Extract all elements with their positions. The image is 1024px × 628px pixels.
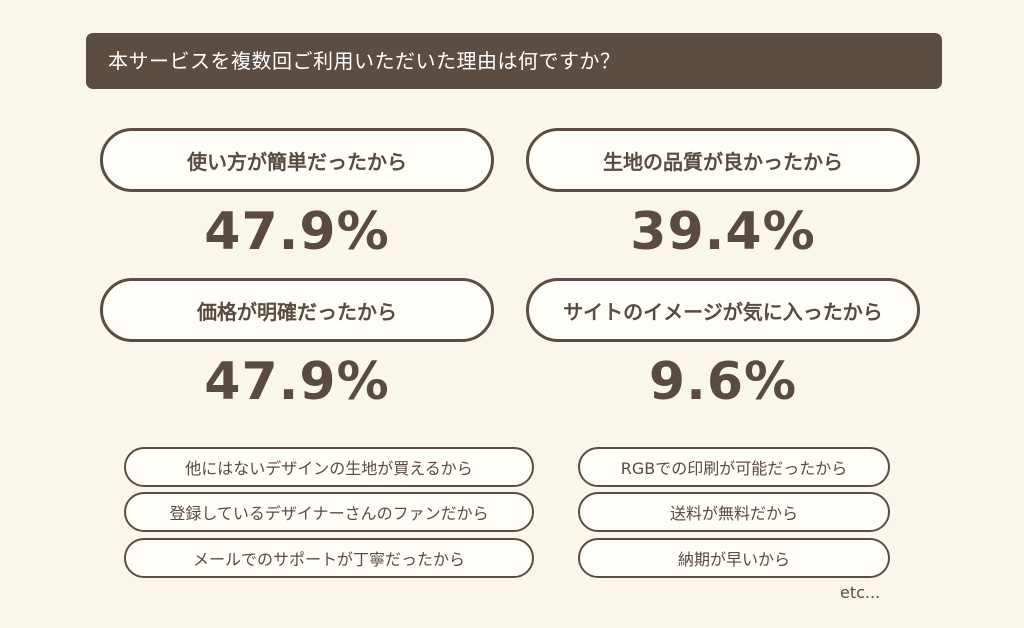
other-reason-2: RGBでの印刷が可能だったから [578, 447, 890, 487]
reason-pill-4: サイトのイメージが気に入ったから [526, 278, 920, 342]
reason-pill-1: 使い方が簡単だったから [100, 128, 494, 192]
reason-pill-2: 生地の品質が良かったから [526, 128, 920, 192]
reason-value-1: 47.9% [204, 202, 390, 262]
other-reason-1: 他にはないデザインの生地が買えるから [124, 447, 534, 487]
other-reason-6: 納期が早いから [578, 538, 890, 578]
reason-value-3: 47.9% [204, 352, 390, 412]
other-reason-3: 登録しているデザイナーさんのファンだから [124, 492, 534, 532]
reason-value-4: 9.6% [648, 352, 798, 412]
reason-pill-3: 価格が明確だったから [100, 278, 494, 342]
other-reason-5: メールでのサポートが丁寧だったから [124, 538, 534, 578]
reason-value-2: 39.4% [630, 202, 816, 262]
etc-label: etc... [840, 583, 881, 602]
question-title: 本サービスを複数回ご利用いただいた理由は何ですか？ [86, 33, 942, 89]
other-reason-4: 送料が無料だから [578, 492, 890, 532]
